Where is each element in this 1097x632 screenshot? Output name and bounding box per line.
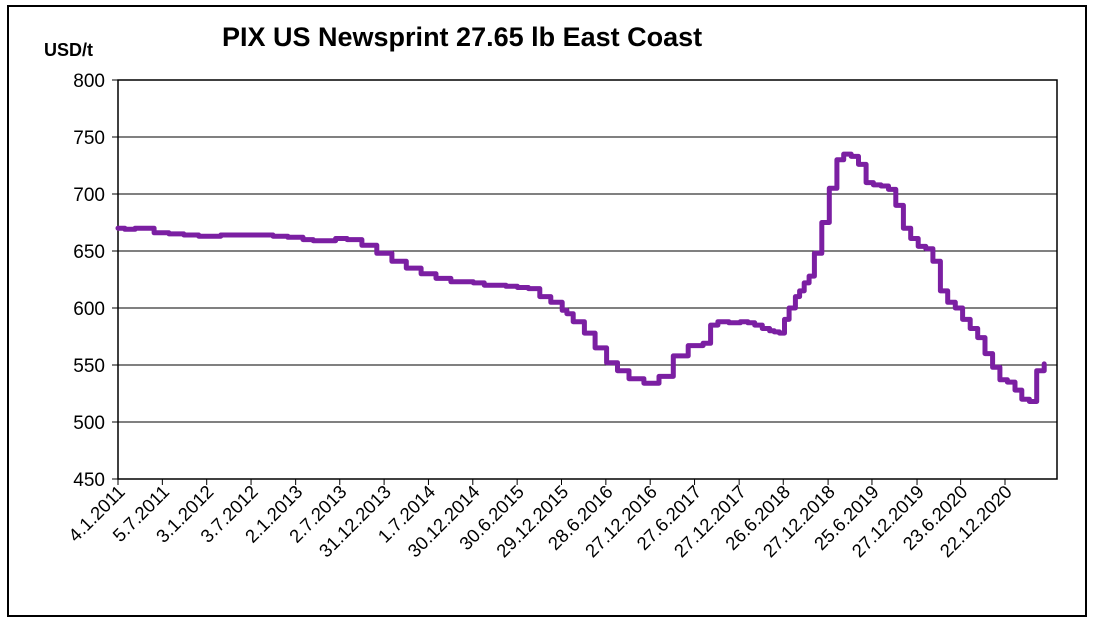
y-tick-label: 700: [73, 185, 105, 206]
y-tick-label: 450: [73, 470, 105, 491]
y-tick-label: 650: [73, 242, 105, 263]
y-tick-label: 600: [73, 299, 105, 320]
y-tick-label: 800: [73, 71, 105, 92]
gridlines: [118, 79, 1057, 480]
series-line: [115, 151, 1047, 404]
y-tick-label: 750: [73, 128, 105, 149]
y-axis-unit-label: USD/t: [44, 40, 93, 60]
y-tick-label: 550: [73, 356, 105, 377]
y-tick-label: 500: [73, 413, 105, 434]
x-axis-ticks: 4.1.20115.7.20113.1.20123.7.20122.1.2013…: [64, 479, 1016, 561]
plot-area-border: [117, 79, 1058, 480]
series-group: [115, 151, 1047, 404]
chart-title: PIX US Newsprint 27.65 lb East Coast: [222, 22, 703, 52]
y-axis-ticks: 450 500 550 600 650 700 750 800: [73, 71, 118, 491]
chart-frame: [7, 5, 1087, 617]
